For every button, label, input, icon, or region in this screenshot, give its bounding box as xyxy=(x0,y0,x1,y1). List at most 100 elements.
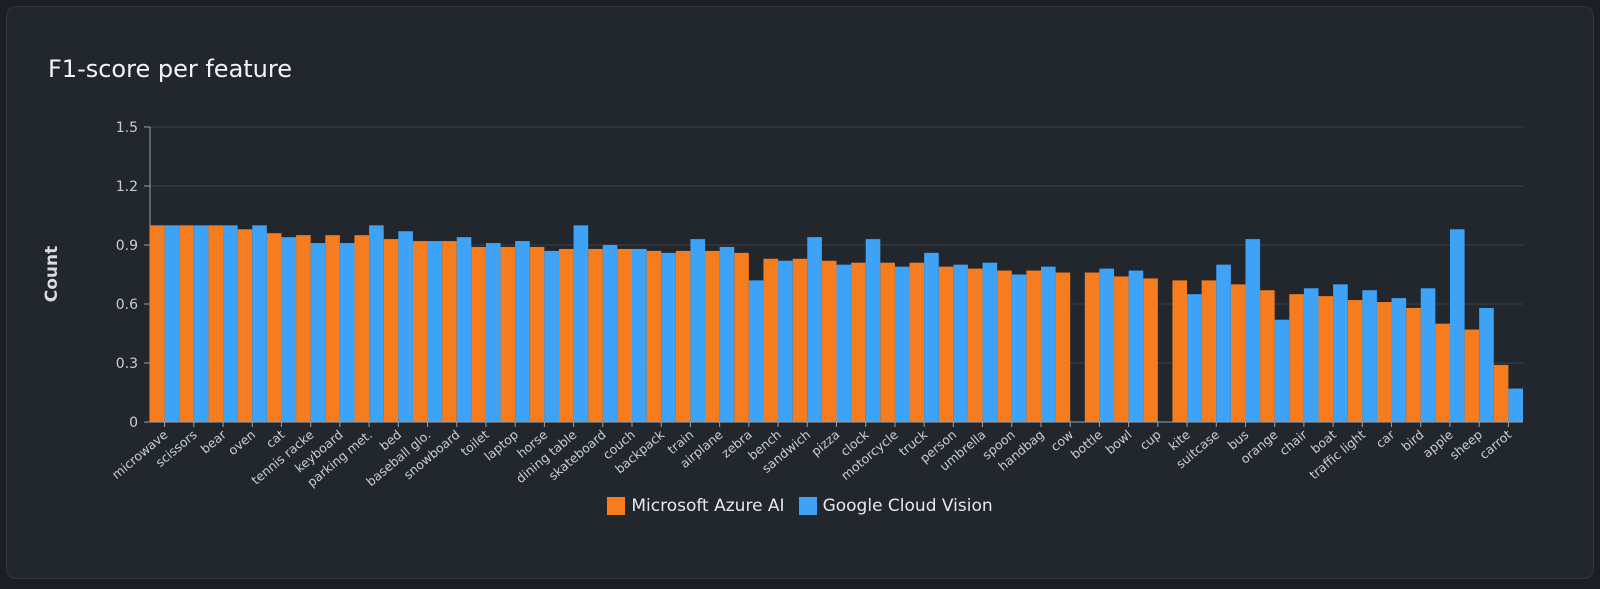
bar-google[interactable] xyxy=(1449,229,1465,422)
bar-azure[interactable] xyxy=(792,258,808,422)
bar-google[interactable] xyxy=(865,239,881,422)
bar-azure[interactable] xyxy=(734,252,749,422)
bar-azure[interactable] xyxy=(938,266,954,422)
bar-google[interactable] xyxy=(690,239,706,422)
legend-item-google[interactable]: Google Cloud Vision xyxy=(798,496,993,516)
bar-azure[interactable] xyxy=(1318,296,1334,422)
bar-azure[interactable] xyxy=(208,225,224,422)
bar-google[interactable] xyxy=(1303,288,1319,422)
bar-google[interactable] xyxy=(836,264,852,422)
bar-azure[interactable] xyxy=(646,250,662,422)
bar-azure[interactable] xyxy=(1493,364,1509,422)
bar-azure[interactable] xyxy=(412,241,428,422)
bar-azure[interactable] xyxy=(967,268,983,422)
bar-azure[interactable] xyxy=(1406,307,1421,422)
bar-azure[interactable] xyxy=(1026,270,1041,422)
bar-azure[interactable] xyxy=(1260,290,1275,422)
bar-google[interactable] xyxy=(1187,294,1202,422)
bar-google[interactable] xyxy=(369,225,384,422)
bar-google[interactable] xyxy=(924,252,939,422)
bar-azure[interactable] xyxy=(1435,323,1450,422)
bar-azure[interactable] xyxy=(763,258,779,422)
bar-google[interactable] xyxy=(515,241,530,422)
bar-azure[interactable] xyxy=(1114,276,1129,422)
bar-azure[interactable] xyxy=(1055,272,1071,422)
bar-google[interactable] xyxy=(1333,284,1348,422)
bar-azure[interactable] xyxy=(237,229,253,422)
bar-azure[interactable] xyxy=(1376,302,1392,422)
bar-google[interactable] xyxy=(544,250,559,422)
bar-azure[interactable] xyxy=(821,260,837,422)
bar-google[interactable] xyxy=(661,252,676,422)
bar-google[interactable] xyxy=(1274,319,1290,422)
bar-google[interactable] xyxy=(281,237,297,422)
bar-google[interactable] xyxy=(456,237,472,422)
bar-azure[interactable] xyxy=(150,225,165,422)
legend-item-azure[interactable]: Microsoft Azure AI xyxy=(607,496,785,516)
bar-google[interactable] xyxy=(310,243,326,422)
bar-google[interactable] xyxy=(1420,288,1436,422)
bar-google[interactable] xyxy=(953,264,968,422)
bar-google[interactable] xyxy=(164,225,180,422)
bar-google[interactable] xyxy=(252,225,267,422)
x-tick-label: laptop xyxy=(481,427,521,464)
x-tick-label: carrot xyxy=(1476,427,1514,462)
bar-google[interactable] xyxy=(632,248,647,422)
bar-google[interactable] xyxy=(1479,307,1494,422)
bar-azure[interactable] xyxy=(1172,280,1188,422)
bar-google[interactable] xyxy=(573,225,589,422)
bar-google[interactable] xyxy=(719,246,735,422)
bar-google[interactable] xyxy=(1245,239,1261,422)
bar-azure[interactable] xyxy=(880,262,895,422)
bar-azure[interactable] xyxy=(266,233,282,422)
chart-title: F1-score per feature xyxy=(48,55,292,83)
bar-azure[interactable] xyxy=(617,248,633,422)
bar-google[interactable] xyxy=(1216,264,1231,422)
bar-google[interactable] xyxy=(1040,266,1056,422)
bar-azure[interactable] xyxy=(354,235,370,422)
bar-azure[interactable] xyxy=(179,225,194,422)
bar-google[interactable] xyxy=(1099,268,1115,422)
bar-google[interactable] xyxy=(193,225,209,422)
bar-azure[interactable] xyxy=(442,241,457,422)
bar-azure[interactable] xyxy=(1201,280,1217,422)
bar-azure[interactable] xyxy=(1464,329,1480,422)
bar-google[interactable] xyxy=(778,260,793,422)
bar-google[interactable] xyxy=(339,243,355,422)
x-tick-label: bowl xyxy=(1102,427,1134,457)
bar-google[interactable] xyxy=(427,241,443,422)
bar-azure[interactable] xyxy=(705,250,720,422)
bar-azure[interactable] xyxy=(558,248,574,422)
bar-azure[interactable] xyxy=(588,248,603,422)
bar-azure[interactable] xyxy=(1143,278,1158,422)
bar-azure[interactable] xyxy=(1347,300,1363,422)
bar-azure[interactable] xyxy=(383,239,399,422)
bar-google[interactable] xyxy=(223,225,238,422)
x-tick-label: chair xyxy=(1276,426,1310,458)
bar-google[interactable] xyxy=(982,262,998,422)
bar-azure[interactable] xyxy=(500,246,516,422)
bar-google[interactable] xyxy=(1128,270,1144,422)
bar-azure[interactable] xyxy=(1084,272,1100,422)
bar-google[interactable] xyxy=(398,231,413,422)
bar-google[interactable] xyxy=(1391,298,1407,422)
bar-azure[interactable] xyxy=(851,262,866,422)
bar-google[interactable] xyxy=(602,245,618,422)
bar-azure[interactable] xyxy=(325,235,340,422)
bar-azure[interactable] xyxy=(296,235,311,422)
bar-google[interactable] xyxy=(1508,388,1523,422)
bar-google[interactable] xyxy=(1362,290,1377,422)
y-tick-label: 1.5 xyxy=(116,120,138,136)
bar-google[interactable] xyxy=(485,243,501,422)
bar-google[interactable] xyxy=(807,237,822,422)
bar-azure[interactable] xyxy=(675,250,691,422)
bar-azure[interactable] xyxy=(997,270,1012,422)
bar-azure[interactable] xyxy=(529,246,545,422)
bar-azure[interactable] xyxy=(1230,284,1246,422)
bar-google[interactable] xyxy=(748,280,764,422)
bar-azure[interactable] xyxy=(471,246,486,422)
bar-azure[interactable] xyxy=(1289,294,1304,422)
bar-google[interactable] xyxy=(1011,274,1027,423)
bar-azure[interactable] xyxy=(909,262,925,422)
bar-google[interactable] xyxy=(894,266,910,422)
